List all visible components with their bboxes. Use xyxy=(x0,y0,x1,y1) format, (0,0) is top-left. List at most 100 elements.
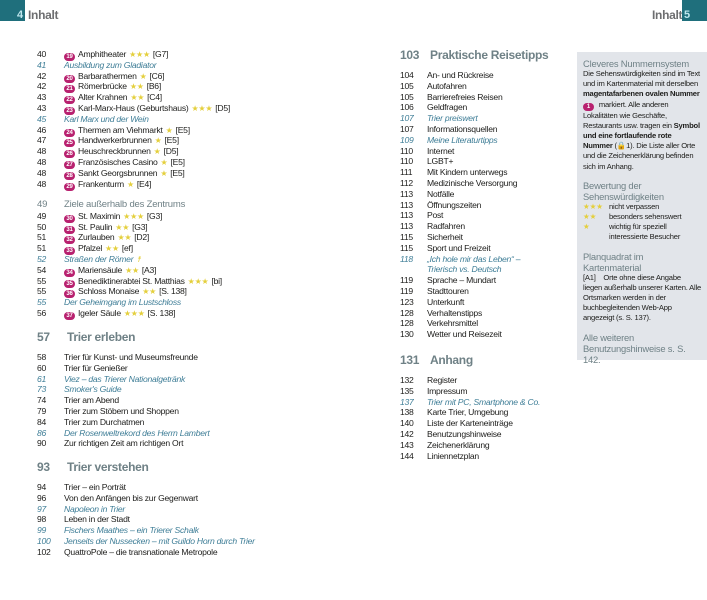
map-grid-ref: [D2] xyxy=(134,232,150,243)
entry-text: Wetter und Reisezeit xyxy=(427,329,502,340)
toc-entry[interactable]: 105 Barrierefreies Reisen xyxy=(400,92,548,103)
toc-entry[interactable]: 135 Impressum xyxy=(400,386,540,397)
toc-entry[interactable]: 90 Zur richtigen Zeit am richtigen Ort xyxy=(37,438,210,449)
toc-entry[interactable]: 143 Zeichenerklärung xyxy=(400,440,540,451)
page-number: 106 xyxy=(400,102,414,113)
toc-entry[interactable]: 99 Fischers Maathes – ein Trierer Schalk xyxy=(37,525,255,536)
toc-entry[interactable]: 100 Jenseits der Nussecken – mit Guildo H… xyxy=(37,536,255,547)
page-number: 100 xyxy=(37,535,51,546)
toc-entry[interactable]: 40 19 Amphitheater ★★★ [G7] xyxy=(37,49,230,61)
toc-entry[interactable]: 42 20 Barbarathermen ★ [C6] xyxy=(37,71,230,83)
toc-entry[interactable]: 132 Register xyxy=(400,375,540,386)
toc-entry[interactable]: 86 Der Rosenweltrekord des Herrn Lambert xyxy=(37,428,210,439)
toc-entry[interactable]: 112 Medizinische Versorgung xyxy=(400,178,548,189)
toc-entry[interactable]: 128 Verkehrsmittel xyxy=(400,318,548,329)
section-heading[interactable]: 103 Praktische Reisetipps xyxy=(400,48,549,66)
toc-entry[interactable]: 113 Radfahren xyxy=(400,221,548,232)
toc-entry[interactable]: 98 Leben in der Stadt xyxy=(37,514,255,525)
toc-entry[interactable]: 55 36 Schloss Monaise ★★ [S. 138] xyxy=(37,286,222,299)
toc-entry[interactable]: 137 Trier mit PC, Smartphone & Co. xyxy=(400,397,540,408)
toc-entry[interactable]: 110 LGBT+ xyxy=(400,156,548,167)
toc-entry[interactable]: 74 Trier am Abend xyxy=(37,395,210,406)
entry-title: Meine Literaturtipps xyxy=(427,134,498,145)
toc-entry[interactable]: 128 Verhaltenstipps xyxy=(400,308,548,319)
toc-entry[interactable]: 140 Liste der Karteneinträge xyxy=(400,418,540,429)
toc-entry[interactable]: 60 Trier für Genießer xyxy=(37,363,210,374)
toc-entry[interactable]: 106 Geldfragen xyxy=(400,102,548,113)
toc-entry[interactable]: 48 26 Heuschreckbrunnen ★ [D5] xyxy=(37,146,230,159)
toc-entry[interactable]: 49 30 St. Maximin ★★★ [G3] xyxy=(37,210,222,223)
toc-entry[interactable]: 84 Trier zum Durchatmen xyxy=(37,417,210,428)
toc-entry[interactable]: 51 32 Zurlauben ★★ [D2] xyxy=(37,232,222,245)
entry-title: Frankenturm xyxy=(78,178,124,189)
toc-entry[interactable]: 56 37 Igeler Säule ★★★ [S. 138] xyxy=(37,308,222,320)
toc-entry[interactable]: 48 28 Sankt Georgsbrunnen ★ [E5] xyxy=(37,167,230,180)
rating-label: nicht verpassen xyxy=(609,201,660,211)
toc-entry[interactable]: 48 27 Französisches Casino ★ [E5] xyxy=(37,157,230,169)
toc-entry[interactable]: 138 Karte Trier, Umgebung xyxy=(400,407,540,418)
section-heading[interactable]: 131 Anhang xyxy=(400,353,540,371)
entry-title: St. Maximin xyxy=(78,210,121,221)
section-heading[interactable]: 57 Trier erleben xyxy=(37,330,210,348)
toc-entry[interactable]: 97 Napoleon in Trier xyxy=(37,504,255,515)
toc-entry[interactable]: 61 Viez – das Trierer Nationalgetränk xyxy=(37,374,210,385)
toc-entry[interactable]: 102 QuattroPole – die transnationale Metr… xyxy=(37,547,255,558)
toc-entry[interactable]: 119 Stadttouren xyxy=(400,286,548,297)
toc-entry[interactable]: 144 Liniennetzplan xyxy=(400,451,540,462)
page-number: 48 xyxy=(37,167,47,178)
section-heading[interactable]: 93 Trier verstehen xyxy=(37,460,255,478)
toc-entry[interactable]: Trierisch vs. Deutsch xyxy=(400,264,548,275)
toc-entry[interactable]: 46 24 Thermen am Viehmarkt ★ [E5] xyxy=(37,125,230,137)
toc-entry[interactable]: 96 Von den Anfängen bis zur Gegenwart xyxy=(37,493,255,504)
toc-entry[interactable]: 58 Trier für Kunst- und Museumsfreunde xyxy=(37,352,210,363)
toc-entry[interactable]: 47 25 Handwerkerbrunnen ★ [E5] xyxy=(37,135,230,148)
entry-title: Trier für Genießer xyxy=(64,362,128,373)
toc-entry[interactable]: 110 Internet xyxy=(400,146,548,157)
toc-entry[interactable]: 111 Mit Kindern unterwegs xyxy=(400,167,548,178)
numbering-text: Die Sehenswürdigkeiten sind im Text und … xyxy=(583,69,701,172)
toc-entry[interactable]: 113 Öffnungszeiten xyxy=(400,200,548,211)
toc-entry[interactable]: 45 Karl Marx und der Wein xyxy=(37,114,230,125)
toc-entry[interactable]: 55 35 Benediktinerabtei St. Matthias ★★★ [bi… xyxy=(37,276,222,288)
toc-entry[interactable]: 142 Benutzungshinweise xyxy=(400,429,540,440)
page-number: 123 xyxy=(400,296,414,307)
text-bold: Symbol und eine fortlaufende rote Nummer xyxy=(583,120,700,151)
subsection-heading[interactable]: 49 Ziele außerhalb des Zentrums xyxy=(37,199,222,211)
toc-entry[interactable]: 119 Sprache – Mundart xyxy=(400,275,548,286)
entry-text: 36 Schloss Monaise ★★ [S. 138] xyxy=(64,286,187,299)
toc-entry[interactable]: 113 Notfälle xyxy=(400,189,548,200)
toc-entry[interactable]: 43 23 Karl-Marx-Haus (Geburtshaus) ★★★ [D5] xyxy=(37,103,230,115)
toc-entry[interactable]: 109 Meine Literaturtipps xyxy=(400,135,548,146)
toc-entry[interactable]: 130 Wetter und Reisezeit xyxy=(400,329,548,340)
entry-text: Fischers Maathes – ein Trierer Schalk xyxy=(64,525,199,536)
toc-entry[interactable]: 41 Ausbildung zum Gladiator xyxy=(37,60,230,71)
toc-entry[interactable]: 113 Post xyxy=(400,210,548,221)
toc-entry[interactable]: 52 Straßen der Römer ☨ xyxy=(37,254,222,265)
toc-entry[interactable]: 115 Sport und Freizeit xyxy=(400,243,548,254)
toc-entry[interactable]: 54 34 Mariensäule ★★ [A3] xyxy=(37,265,222,277)
star-rating-icon: ★★ xyxy=(105,244,119,254)
toc-entry[interactable]: 43 22 Alter Krahnen ★★ [C4] xyxy=(37,92,230,105)
toc-entry[interactable]: 73 Smoker's Guide xyxy=(37,384,210,395)
toc-entry[interactable]: 79 Trier zum Stöbern und Shoppen xyxy=(37,406,210,417)
toc-entry[interactable]: 50 31 St. Paulin ★★ [G3] xyxy=(37,222,222,234)
toc-entry[interactable]: 94 Trier – ein Porträt xyxy=(37,482,255,493)
entry-text: Meine Literaturtipps xyxy=(427,134,498,146)
toc-entry[interactable]: 115 Sicherheit xyxy=(400,232,548,243)
entry-text: Ausbildung zum Gladiator xyxy=(64,60,157,71)
entry-text: 22 Alter Krahnen ★★ [C4] xyxy=(64,92,162,105)
toc-entry[interactable]: 107 Informationsquellen xyxy=(400,124,548,135)
toc-entry[interactable]: 104 An- und Rückreise xyxy=(400,70,548,81)
entry-title: Trier zum Durchatmen xyxy=(64,416,145,427)
toc-entry[interactable]: 107 Trier preiswert xyxy=(400,113,548,124)
toc-entry[interactable]: 118 „Ich hole mir das Leben“ – xyxy=(400,254,548,265)
toc-entry[interactable]: 51 33 Pfalzel ★★ [ef] xyxy=(37,243,222,256)
toc-entry[interactable]: 105 Autofahren xyxy=(400,81,548,92)
toc-entry[interactable]: 55 Der Geheimgang im Lustschloss xyxy=(37,297,222,308)
entry-title: Römerbrücke xyxy=(78,81,127,92)
entry-title: Zur richtigen Zeit am richtigen Ort xyxy=(64,438,184,449)
toc-entry[interactable]: 42 21 Römerbrücke ★★ [B6] xyxy=(37,81,230,94)
toc-entry[interactable]: 48 29 Frankenturm ★ [E4] xyxy=(37,178,230,191)
section-title: Anhang xyxy=(430,353,473,367)
toc-entry[interactable]: 123 Unterkunft xyxy=(400,297,548,308)
